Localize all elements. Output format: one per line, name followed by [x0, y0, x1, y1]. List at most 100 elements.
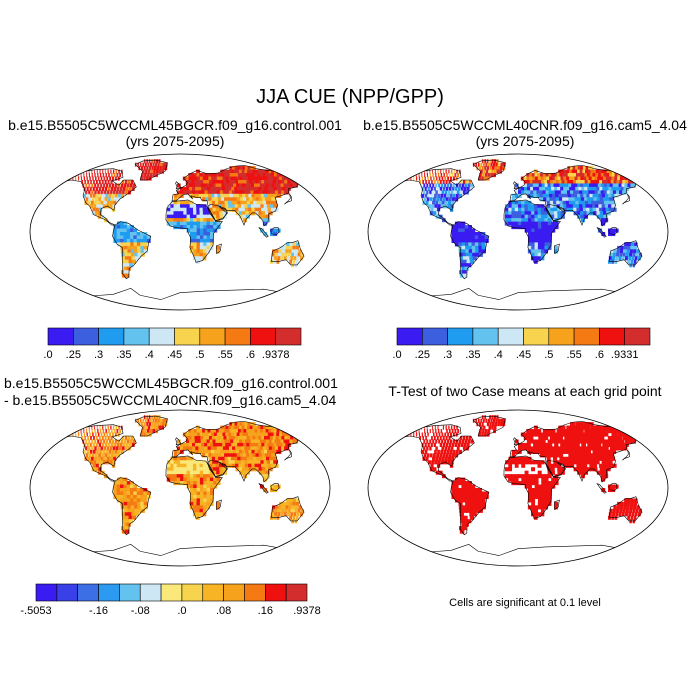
data-cell — [159, 166, 162, 171]
data-cell — [209, 183, 214, 188]
data-cell — [199, 176, 204, 181]
data-cell — [237, 436, 243, 441]
data-cell — [607, 484, 612, 489]
data-cell — [205, 453, 210, 458]
data-cell — [98, 436, 101, 441]
data-cell — [269, 180, 276, 185]
data-cell — [521, 200, 526, 205]
data-cell — [109, 439, 112, 444]
data-cell — [146, 491, 151, 496]
data-cell — [176, 218, 181, 223]
data-cell — [235, 173, 241, 178]
data-cell — [539, 193, 544, 198]
data-cell — [441, 456, 445, 461]
data-cell — [186, 446, 190, 451]
data-cell — [468, 508, 474, 513]
data-cell — [134, 256, 139, 261]
data-cell — [205, 432, 210, 437]
data-cell — [605, 442, 611, 447]
data-cell — [118, 446, 122, 451]
data-cell — [193, 225, 198, 230]
data-cell — [90, 456, 94, 461]
data-cell — [140, 176, 143, 181]
data-cell — [549, 436, 555, 441]
data-cell — [167, 207, 171, 212]
data-cell — [418, 432, 421, 437]
data-cell — [243, 200, 249, 205]
coastline-madagascar — [554, 499, 560, 511]
data-cell — [230, 200, 236, 205]
data-cell — [521, 204, 526, 209]
data-cell — [464, 225, 469, 230]
data-cell — [454, 488, 459, 493]
data-cell — [153, 159, 156, 164]
data-cell — [424, 425, 425, 430]
data-cell — [137, 245, 142, 250]
data-cell — [176, 221, 181, 226]
data-cell — [573, 193, 579, 198]
data-cell — [158, 169, 162, 174]
data-cell — [441, 190, 445, 195]
data-cell — [209, 498, 214, 503]
data-cell — [484, 494, 489, 499]
data-cell — [189, 200, 194, 205]
data-cell — [208, 200, 213, 205]
data-cell — [547, 221, 552, 226]
data-cell — [69, 429, 71, 434]
data-cell — [250, 460, 256, 465]
colorbar-tick-label: .6 — [246, 349, 255, 361]
data-cell — [429, 446, 432, 451]
data-cell — [180, 218, 184, 223]
data-cell — [193, 429, 198, 434]
data-cell — [454, 429, 457, 434]
data-cell — [63, 173, 65, 178]
data-cell — [465, 249, 470, 254]
data-cell — [173, 474, 178, 479]
data-cell — [547, 238, 552, 243]
data-cell — [544, 214, 549, 219]
data-cell — [279, 442, 285, 447]
data-cell — [591, 446, 597, 451]
data-cell — [216, 249, 220, 254]
data-cell — [527, 218, 532, 223]
data-cell — [189, 494, 194, 499]
data-cell — [268, 190, 274, 195]
data-cell — [629, 252, 633, 257]
data-cell — [242, 470, 247, 475]
data-cell — [199, 245, 204, 250]
data-cell — [274, 508, 278, 513]
data-cell — [464, 232, 469, 237]
data-cell — [560, 467, 565, 472]
data-cell — [116, 221, 121, 226]
data-cell — [242, 193, 247, 198]
data-cell — [454, 484, 459, 489]
data-cell — [429, 429, 431, 434]
data-cell — [235, 449, 241, 454]
data-cell — [463, 515, 468, 520]
data-cell — [129, 183, 133, 188]
coastline-eurasia — [171, 420, 308, 483]
data-cell — [431, 180, 433, 185]
data-cell — [523, 180, 528, 185]
data-cell — [478, 238, 483, 243]
data-cell — [559, 456, 564, 461]
data-cell — [209, 494, 214, 499]
data-cell — [82, 439, 85, 444]
data-cell — [98, 463, 103, 468]
data-cell — [611, 432, 618, 437]
data-cell — [456, 425, 458, 430]
colorbar-tick-label: .45 — [167, 349, 182, 361]
data-cell — [629, 505, 633, 510]
data-cell — [461, 494, 466, 499]
data-cell — [99, 449, 102, 454]
data-cell — [511, 200, 516, 205]
data-cell — [126, 242, 132, 247]
data-cell — [270, 449, 276, 454]
data-cell — [432, 429, 434, 434]
data-cell — [186, 207, 191, 212]
data-cell — [458, 498, 463, 503]
data-cell — [537, 460, 542, 465]
data-cell — [148, 159, 151, 164]
data-cell — [508, 211, 513, 216]
data-cell — [198, 446, 203, 451]
